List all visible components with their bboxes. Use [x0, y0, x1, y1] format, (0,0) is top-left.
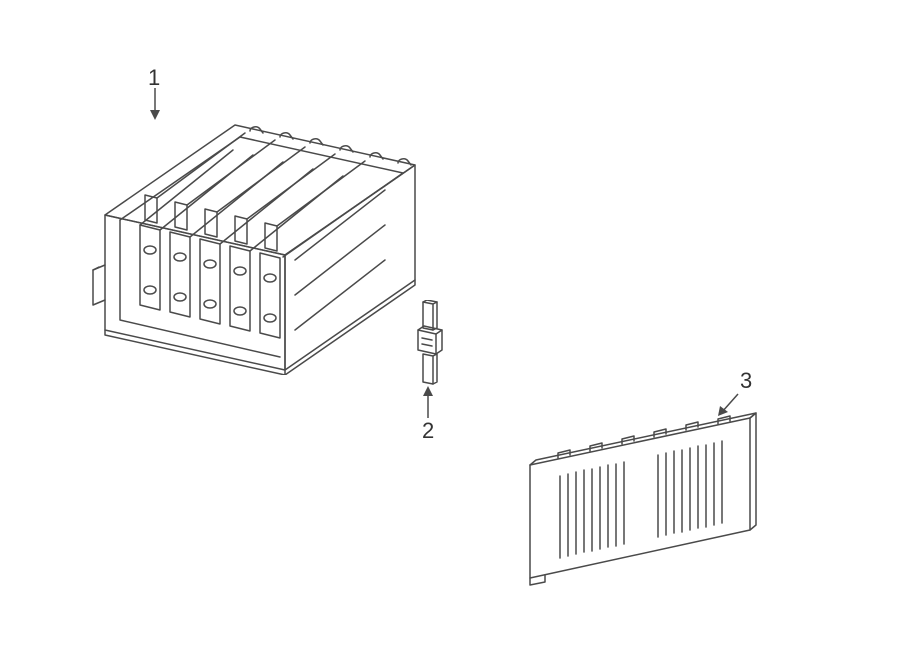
callout-label-2: 2	[422, 418, 434, 444]
parts-diagram: 1 2 3	[0, 0, 900, 661]
callout-label-3: 3	[740, 368, 752, 394]
cover-part	[510, 400, 790, 590]
fuse-box-part	[85, 95, 425, 375]
fuse-part	[408, 300, 448, 390]
